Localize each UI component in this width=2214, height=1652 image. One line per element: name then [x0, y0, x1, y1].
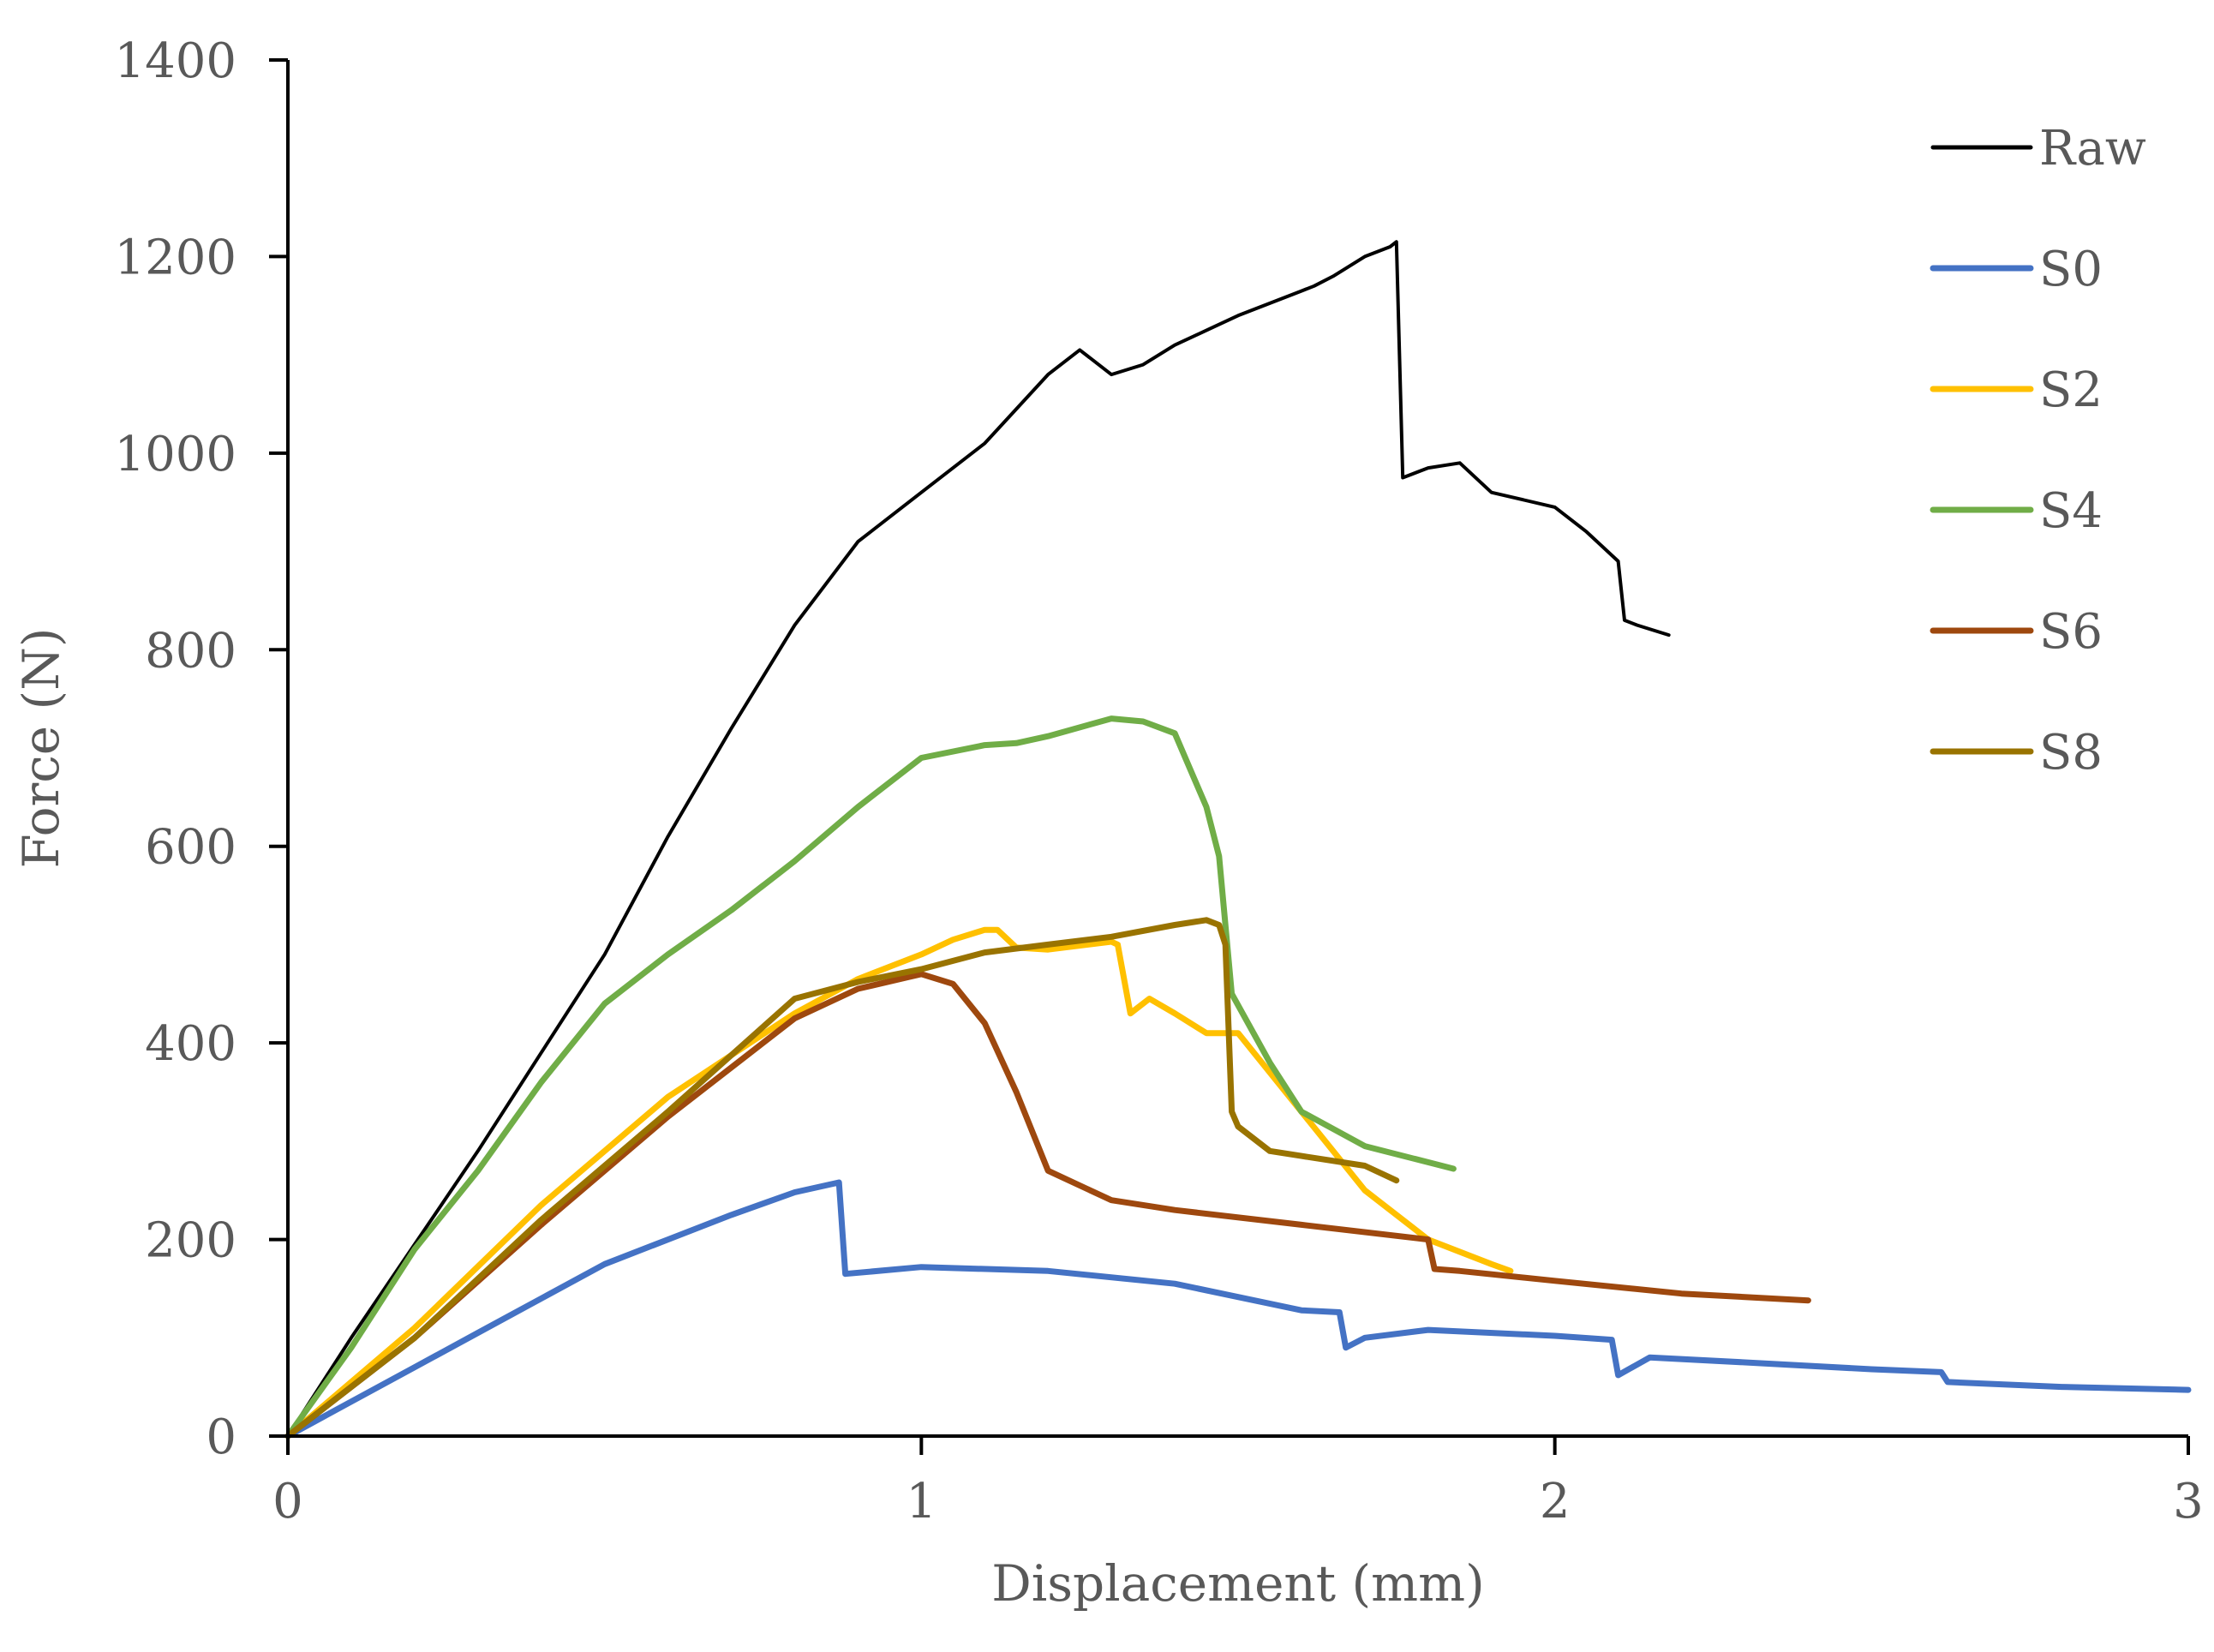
y-tick-label: 1200: [114, 230, 236, 285]
y-ticks: 0 200 400 600 800 1000 1200 1400: [114, 33, 288, 1465]
series-line-s6: [284, 971, 1811, 1440]
x-axis-title: Displacement (mm): [991, 1554, 1485, 1613]
legend-label-raw: Raw: [2039, 121, 2146, 177]
x-tick-label: 0: [272, 1474, 303, 1529]
series-line-s8: [284, 917, 1400, 1440]
legend-label-s0: S0: [2039, 242, 2103, 297]
legend: Raw S0 S2 S4 S6 S8: [1930, 121, 2146, 781]
x-ticks: 0 1 2 3: [272, 1436, 2204, 1529]
y-tick-label: 400: [145, 1016, 236, 1072]
legend-label-s4: S4: [2039, 483, 2103, 539]
y-tick-label: 0: [206, 1410, 236, 1465]
y-tick-label: 800: [145, 623, 236, 679]
y-tick-label: 200: [145, 1213, 236, 1269]
x-tick-label: 2: [1540, 1474, 1571, 1529]
x-tick-label: 3: [2173, 1474, 2204, 1529]
y-tick-label: 1000: [114, 427, 236, 482]
x-tick-label: 1: [907, 1474, 937, 1529]
y-axis-title: Force (N): [12, 628, 70, 869]
y-tick-label: 1400: [114, 33, 236, 89]
legend-label-s8: S8: [2039, 725, 2103, 781]
y-tick-label: 600: [145, 820, 236, 876]
axes: 0 200 400 600 800 1000 1200 1400 0 1 2 3: [114, 33, 2203, 1529]
legend-label-s2: S2: [2039, 362, 2103, 418]
series-line-s2: [284, 926, 1514, 1440]
series-line-raw: [286, 240, 1671, 1438]
legend-label-s6: S6: [2039, 604, 2103, 660]
series-lines: [284, 240, 2192, 1440]
series-line-s0: [284, 1179, 2192, 1440]
series-line-s4: [284, 715, 1457, 1440]
